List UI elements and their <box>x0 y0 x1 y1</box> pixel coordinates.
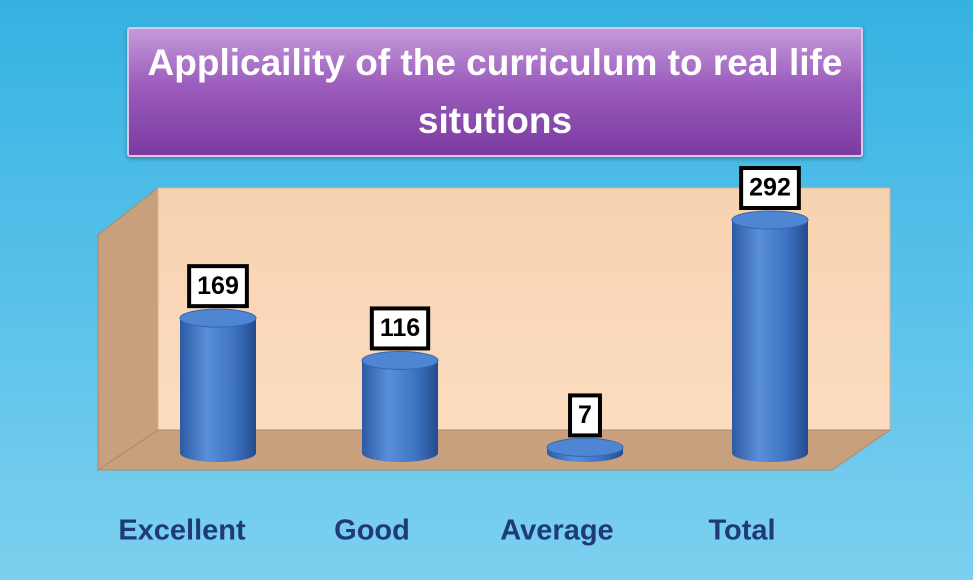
floor <box>96 429 892 471</box>
x-tick-label: Good <box>334 515 410 547</box>
bar <box>180 318 256 462</box>
x-tick-label: Total <box>708 515 775 547</box>
bar-top <box>361 350 439 370</box>
bar-top <box>731 210 809 230</box>
x-tick-label: Excellent <box>118 515 246 547</box>
value-label-box <box>739 166 801 210</box>
value-label: 292 <box>749 174 791 202</box>
chart-title: Applicaility of the curriculum to real l… <box>127 27 863 157</box>
bar <box>732 220 808 462</box>
bar-top <box>546 437 624 457</box>
value-label-box <box>187 264 249 309</box>
x-tick-label: Average <box>500 515 613 547</box>
value-label: 116 <box>380 314 420 342</box>
side-wall <box>97 186 159 471</box>
value-label: 169 <box>197 272 239 300</box>
value-label: 7 <box>578 401 592 429</box>
value-label-box <box>568 393 602 438</box>
bar-top <box>179 308 257 328</box>
value-label-box <box>369 306 431 351</box>
bar <box>362 360 438 462</box>
